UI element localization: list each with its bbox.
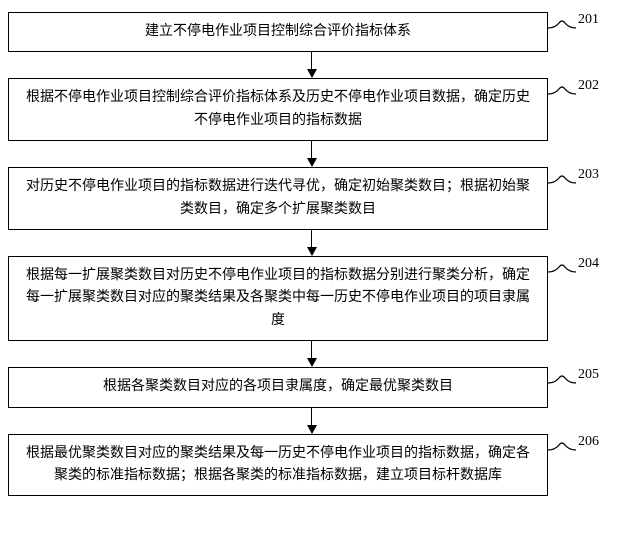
step-number: 204 <box>578 256 599 272</box>
curve-connector-icon <box>548 175 576 191</box>
step-text: 根据不停电作业项目控制综合评价指标体系及历史不停电作业项目数据，确定历史不停电作… <box>21 87 535 132</box>
curve-connector-icon <box>548 442 576 458</box>
arrow-wrap <box>42 52 582 78</box>
step-number: 203 <box>578 167 599 183</box>
step-row: 建立不停电作业项目控制综合评价指标体系 201 <box>8 12 615 52</box>
arrow-down-icon <box>307 230 317 256</box>
step-label: 206 <box>548 442 599 458</box>
step-row: 根据最优聚类数目对应的聚类结果及每一历史不停电作业项目的指标数据，确定各聚类的标… <box>8 434 615 497</box>
curve-connector-icon <box>548 20 576 36</box>
step-row: 根据不停电作业项目控制综合评价指标体系及历史不停电作业项目数据，确定历史不停电作… <box>8 78 615 141</box>
step-row: 根据各聚类数目对应的各项目隶属度，确定最优聚类数目 205 <box>8 367 615 407</box>
step-number: 202 <box>578 78 599 94</box>
arrow-wrap <box>42 408 582 434</box>
step-box-202: 根据不停电作业项目控制综合评价指标体系及历史不停电作业项目数据，确定历史不停电作… <box>8 78 548 141</box>
arrow-down-icon <box>307 408 317 434</box>
step-number: 205 <box>578 367 599 383</box>
arrow-down-icon <box>307 341 317 367</box>
step-text: 根据每一扩展聚类数目对历史不停电作业项目的指标数据分别进行聚类分析，确定每一扩展… <box>21 265 535 332</box>
step-text: 对历史不停电作业项目的指标数据进行迭代寻优，确定初始聚类数目；根据初始聚类数目，… <box>21 176 535 221</box>
curve-connector-icon <box>548 375 576 391</box>
arrow-wrap <box>42 341 582 367</box>
step-box-205: 根据各聚类数目对应的各项目隶属度，确定最优聚类数目 <box>8 367 548 407</box>
arrow-wrap <box>42 230 582 256</box>
step-number: 201 <box>578 12 599 28</box>
step-label: 201 <box>548 20 599 36</box>
curve-connector-icon <box>548 86 576 102</box>
step-text: 根据各聚类数目对应的各项目隶属度，确定最优聚类数目 <box>103 376 453 398</box>
step-label: 203 <box>548 175 599 191</box>
flowchart-container: 建立不停电作业项目控制综合评价指标体系 201 根据不停电作业项目控制综合评价指… <box>8 12 615 496</box>
step-label: 204 <box>548 264 599 280</box>
step-row: 对历史不停电作业项目的指标数据进行迭代寻优，确定初始聚类数目；根据初始聚类数目，… <box>8 167 615 230</box>
step-text: 根据最优聚类数目对应的聚类结果及每一历史不停电作业项目的指标数据，确定各聚类的标… <box>21 443 535 488</box>
step-box-201: 建立不停电作业项目控制综合评价指标体系 <box>8 12 548 52</box>
step-row: 根据每一扩展聚类数目对历史不停电作业项目的指标数据分别进行聚类分析，确定每一扩展… <box>8 256 615 341</box>
arrow-down-icon <box>307 52 317 78</box>
step-label: 205 <box>548 375 599 391</box>
step-number: 206 <box>578 434 599 450</box>
step-text: 建立不停电作业项目控制综合评价指标体系 <box>145 21 411 43</box>
step-box-206: 根据最优聚类数目对应的聚类结果及每一历史不停电作业项目的指标数据，确定各聚类的标… <box>8 434 548 497</box>
arrow-down-icon <box>307 141 317 167</box>
step-label: 202 <box>548 86 599 102</box>
step-box-203: 对历史不停电作业项目的指标数据进行迭代寻优，确定初始聚类数目；根据初始聚类数目，… <box>8 167 548 230</box>
arrow-wrap <box>42 141 582 167</box>
step-box-204: 根据每一扩展聚类数目对历史不停电作业项目的指标数据分别进行聚类分析，确定每一扩展… <box>8 256 548 341</box>
curve-connector-icon <box>548 264 576 280</box>
